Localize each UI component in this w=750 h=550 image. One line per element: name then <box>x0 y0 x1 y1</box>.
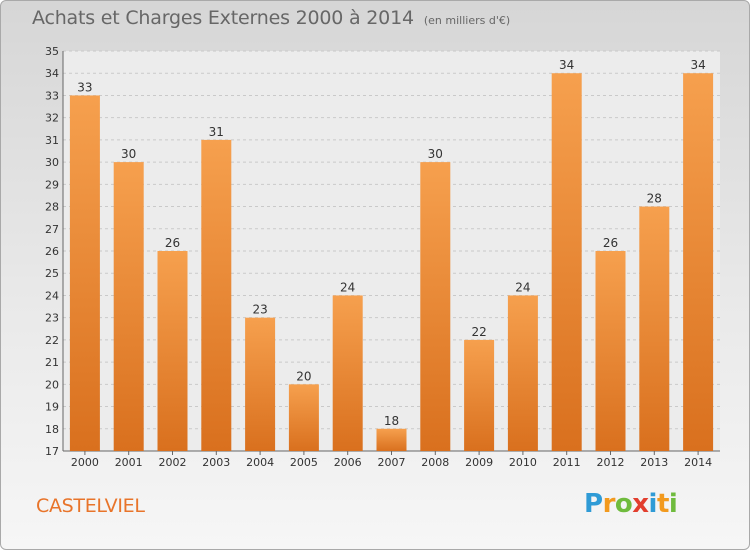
x-tick-label: 2005 <box>290 456 318 469</box>
x-tick-label: 2001 <box>115 456 143 469</box>
x-tick-label: 2002 <box>159 456 187 469</box>
logo-letter: i <box>648 489 658 519</box>
bar <box>332 295 363 451</box>
y-tick-label: 18 <box>45 423 59 436</box>
y-tick-label: 22 <box>45 334 59 347</box>
bar-value-label: 22 <box>471 325 486 339</box>
bar-value-label: 24 <box>340 280 355 294</box>
bar <box>157 251 188 451</box>
x-tick-label: 2011 <box>553 456 581 469</box>
y-tick-label: 27 <box>45 223 59 236</box>
y-tick-label: 33 <box>45 89 59 102</box>
y-tick-label: 21 <box>45 356 59 369</box>
bar <box>245 317 276 451</box>
y-tick-label: 26 <box>45 245 59 258</box>
bar <box>507 295 538 451</box>
logo-letter: i <box>668 489 678 519</box>
bar-value-label: 20 <box>296 369 311 383</box>
x-tick-label: 2010 <box>509 456 537 469</box>
bar <box>464 339 495 451</box>
x-tick-label: 2007 <box>378 456 406 469</box>
bar-value-label: 30 <box>428 147 443 161</box>
x-tick-label: 2000 <box>71 456 99 469</box>
y-tick-label: 32 <box>45 112 59 125</box>
y-tick-label: 34 <box>45 67 59 80</box>
bar-value-label: 18 <box>384 414 399 428</box>
bar-value-label: 31 <box>209 125 224 139</box>
chart-title: Achats et Charges Externes 2000 à 2014 (e… <box>32 7 510 29</box>
bar <box>595 251 626 451</box>
y-tick-label: 17 <box>45 445 59 458</box>
y-tick-label: 24 <box>45 289 59 302</box>
bar <box>639 206 670 451</box>
bar-value-label: 33 <box>77 80 92 94</box>
y-tick-label: 30 <box>45 156 59 169</box>
bar <box>201 139 232 451</box>
x-tick-label: 2004 <box>246 456 274 469</box>
bar-value-label: 28 <box>647 192 662 206</box>
bar <box>551 73 582 451</box>
logo-letter: o <box>614 489 633 519</box>
logo-letter: x <box>632 489 649 519</box>
x-tick-label: 2006 <box>334 456 362 469</box>
y-tick-label: 31 <box>45 134 59 147</box>
bar-value-label: 24 <box>515 280 530 294</box>
proxiti-logo: Proxiti <box>584 489 678 519</box>
bar <box>113 162 144 451</box>
bar-value-label: 26 <box>603 236 618 250</box>
bar <box>69 95 100 451</box>
y-tick-label: 28 <box>45 201 59 214</box>
commune-name: CASTELVIEL <box>36 495 145 517</box>
bar-value-label: 34 <box>690 58 705 72</box>
x-tick-label: 2008 <box>421 456 449 469</box>
bar <box>683 73 714 451</box>
y-tick-label: 29 <box>45 178 59 191</box>
y-tick-label: 20 <box>45 378 59 391</box>
x-tick-label: 2012 <box>597 456 625 469</box>
logo-letter: P <box>584 489 603 519</box>
y-tick-label: 19 <box>45 401 59 414</box>
y-tick-label: 25 <box>45 267 59 280</box>
logo-letter: r <box>602 489 616 519</box>
bar <box>420 162 451 451</box>
logo-letter: t <box>656 489 669 519</box>
bar <box>376 428 407 451</box>
bar-value-label: 26 <box>165 236 180 250</box>
chart-title-text: Achats et Charges Externes 2000 à 2014 <box>32 7 414 29</box>
x-tick-label: 2014 <box>684 456 712 469</box>
bar <box>288 384 319 451</box>
chart-unit: (en milliers d'€) <box>423 14 511 27</box>
x-tick-label: 2013 <box>640 456 668 469</box>
bar-value-label: 34 <box>559 58 574 72</box>
x-tick-label: 2003 <box>202 456 230 469</box>
bar-value-label: 23 <box>252 303 267 317</box>
bar-value-label: 30 <box>121 147 136 161</box>
x-tick-label: 2009 <box>465 456 493 469</box>
y-tick-label: 23 <box>45 312 59 325</box>
y-tick-label: 35 <box>45 45 59 58</box>
